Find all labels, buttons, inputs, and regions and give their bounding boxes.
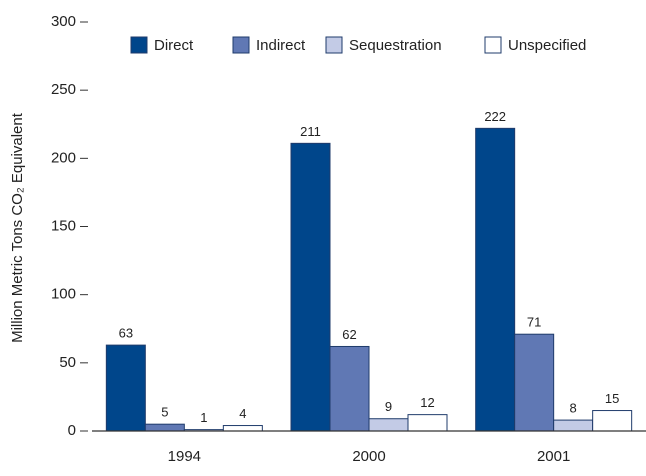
legend-swatch	[130, 36, 148, 54]
value-label: 9	[385, 399, 392, 414]
bar	[144, 423, 185, 432]
x-tick-label: 2001	[537, 448, 570, 465]
y-tick-label: 0	[68, 422, 76, 439]
bar	[329, 345, 370, 432]
y-axis-label: Million Metric Tons CO₂ Equivalent	[9, 112, 26, 343]
bar	[105, 344, 146, 432]
bar	[514, 333, 555, 432]
bar	[368, 418, 409, 432]
x-tick-label: 1994	[168, 448, 201, 465]
value-label: 1	[200, 410, 207, 425]
y-tick-label: 50	[59, 354, 76, 371]
legend-label: Direct	[154, 37, 194, 54]
y-tick-label: 150	[51, 217, 76, 234]
value-label: 211	[300, 124, 321, 139]
y-tick-label: 100	[51, 286, 76, 303]
value-label: 12	[420, 395, 434, 410]
value-label: 63	[119, 326, 133, 341]
bar	[592, 410, 633, 432]
y-tick-label: 300	[51, 13, 76, 30]
legend-swatch	[325, 36, 343, 54]
y-tick-label: 250	[51, 81, 76, 98]
legend-label: Indirect	[256, 37, 306, 54]
bar	[407, 414, 448, 432]
y-tick-label: 200	[51, 149, 76, 166]
value-label: 71	[527, 315, 541, 330]
value-label: 4	[239, 406, 246, 421]
bar	[553, 419, 594, 432]
bar	[475, 127, 516, 432]
legend-label: Sequestration	[349, 37, 442, 54]
legend-swatch	[232, 36, 250, 54]
bar	[222, 425, 263, 432]
legend-swatch	[484, 36, 502, 54]
value-label: 222	[484, 109, 506, 124]
x-tick-label: 2000	[352, 448, 385, 465]
bar	[290, 142, 331, 432]
legend-label: Unspecified	[508, 37, 586, 54]
value-label: 8	[570, 401, 577, 416]
value-label: 5	[161, 405, 168, 420]
value-label: 62	[342, 327, 356, 342]
value-label: 15	[605, 391, 619, 406]
